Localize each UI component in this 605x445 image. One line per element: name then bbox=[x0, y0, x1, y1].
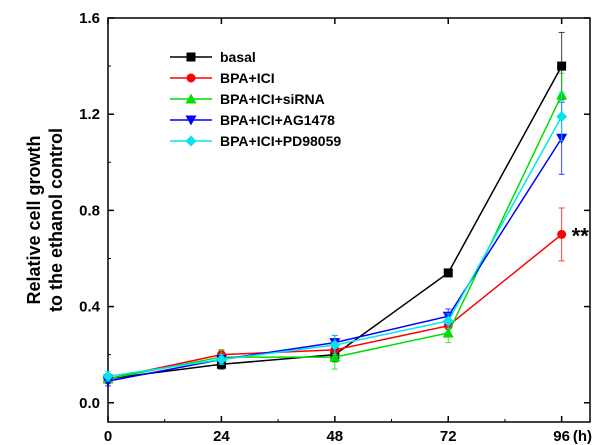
series-layer bbox=[102, 31, 568, 387]
x-axis-label: (h) bbox=[573, 428, 592, 445]
data-point bbox=[557, 229, 567, 239]
data-point bbox=[329, 339, 341, 351]
data-point bbox=[329, 351, 341, 362]
data-point bbox=[556, 111, 568, 123]
y-axis-title-line: to the ethanol control bbox=[46, 128, 66, 312]
legend-label: BPA+ICI bbox=[220, 70, 275, 86]
legend-item: BPA+ICI+AG1478 bbox=[170, 112, 335, 128]
data-point bbox=[557, 61, 567, 71]
legend-label: BPA+ICI+AG1478 bbox=[220, 112, 335, 128]
legend-marker bbox=[185, 93, 197, 104]
legend-marker bbox=[185, 135, 197, 147]
legend-label: BPA+ICI+PD98059 bbox=[220, 133, 341, 149]
y-tick-label: 0.0 bbox=[79, 395, 100, 412]
legend-item: BPA+ICI bbox=[170, 70, 275, 86]
series-bpa-ici-pd98059 bbox=[102, 92, 568, 382]
series-basal bbox=[103, 31, 567, 385]
legend-label: basal bbox=[220, 49, 256, 65]
y-axis-title: Relative cell growth to the ethanol contr… bbox=[24, 128, 66, 312]
x-tick-label: 72 bbox=[440, 428, 457, 445]
x-tick-label: 96 bbox=[553, 428, 570, 445]
x-tick-label: 48 bbox=[326, 428, 343, 445]
data-point bbox=[443, 268, 453, 278]
x-tick-label: 0 bbox=[104, 428, 112, 445]
legend-marker bbox=[186, 73, 196, 83]
x-tick-label: 24 bbox=[213, 428, 230, 445]
legend-label: BPA+ICI+siRNA bbox=[220, 91, 325, 107]
data-point bbox=[102, 370, 114, 382]
y-tick-label: 0.4 bbox=[79, 299, 101, 316]
legend-marker bbox=[186, 52, 196, 62]
y-tick-label: 1.6 bbox=[79, 10, 100, 27]
legend-marker bbox=[185, 115, 197, 126]
y-axis-title-line: Relative cell growth bbox=[24, 135, 44, 304]
data-point bbox=[442, 315, 454, 327]
data-point bbox=[215, 353, 227, 365]
axes: 0 24 48 72 96 (h) 0.0 0.4 0.8 1.2 1.6 Relative cell… bbox=[24, 10, 592, 445]
legend-item: BPA+ICI+PD98059 bbox=[170, 133, 341, 149]
significance-annotation: ** bbox=[572, 223, 590, 248]
y-tick-label: 1.2 bbox=[79, 106, 100, 123]
annotations: ** bbox=[572, 223, 590, 248]
legend: basal BPA+ICI BPA+ICI+siRNA BPA+ICI+AG1478 B… bbox=[170, 49, 341, 149]
data-point bbox=[442, 327, 454, 338]
plot-frame bbox=[107, 17, 591, 423]
legend-item: BPA+ICI+siRNA bbox=[170, 91, 325, 107]
y-tick-label: 0.8 bbox=[79, 202, 100, 219]
legend-item: basal bbox=[170, 49, 256, 65]
